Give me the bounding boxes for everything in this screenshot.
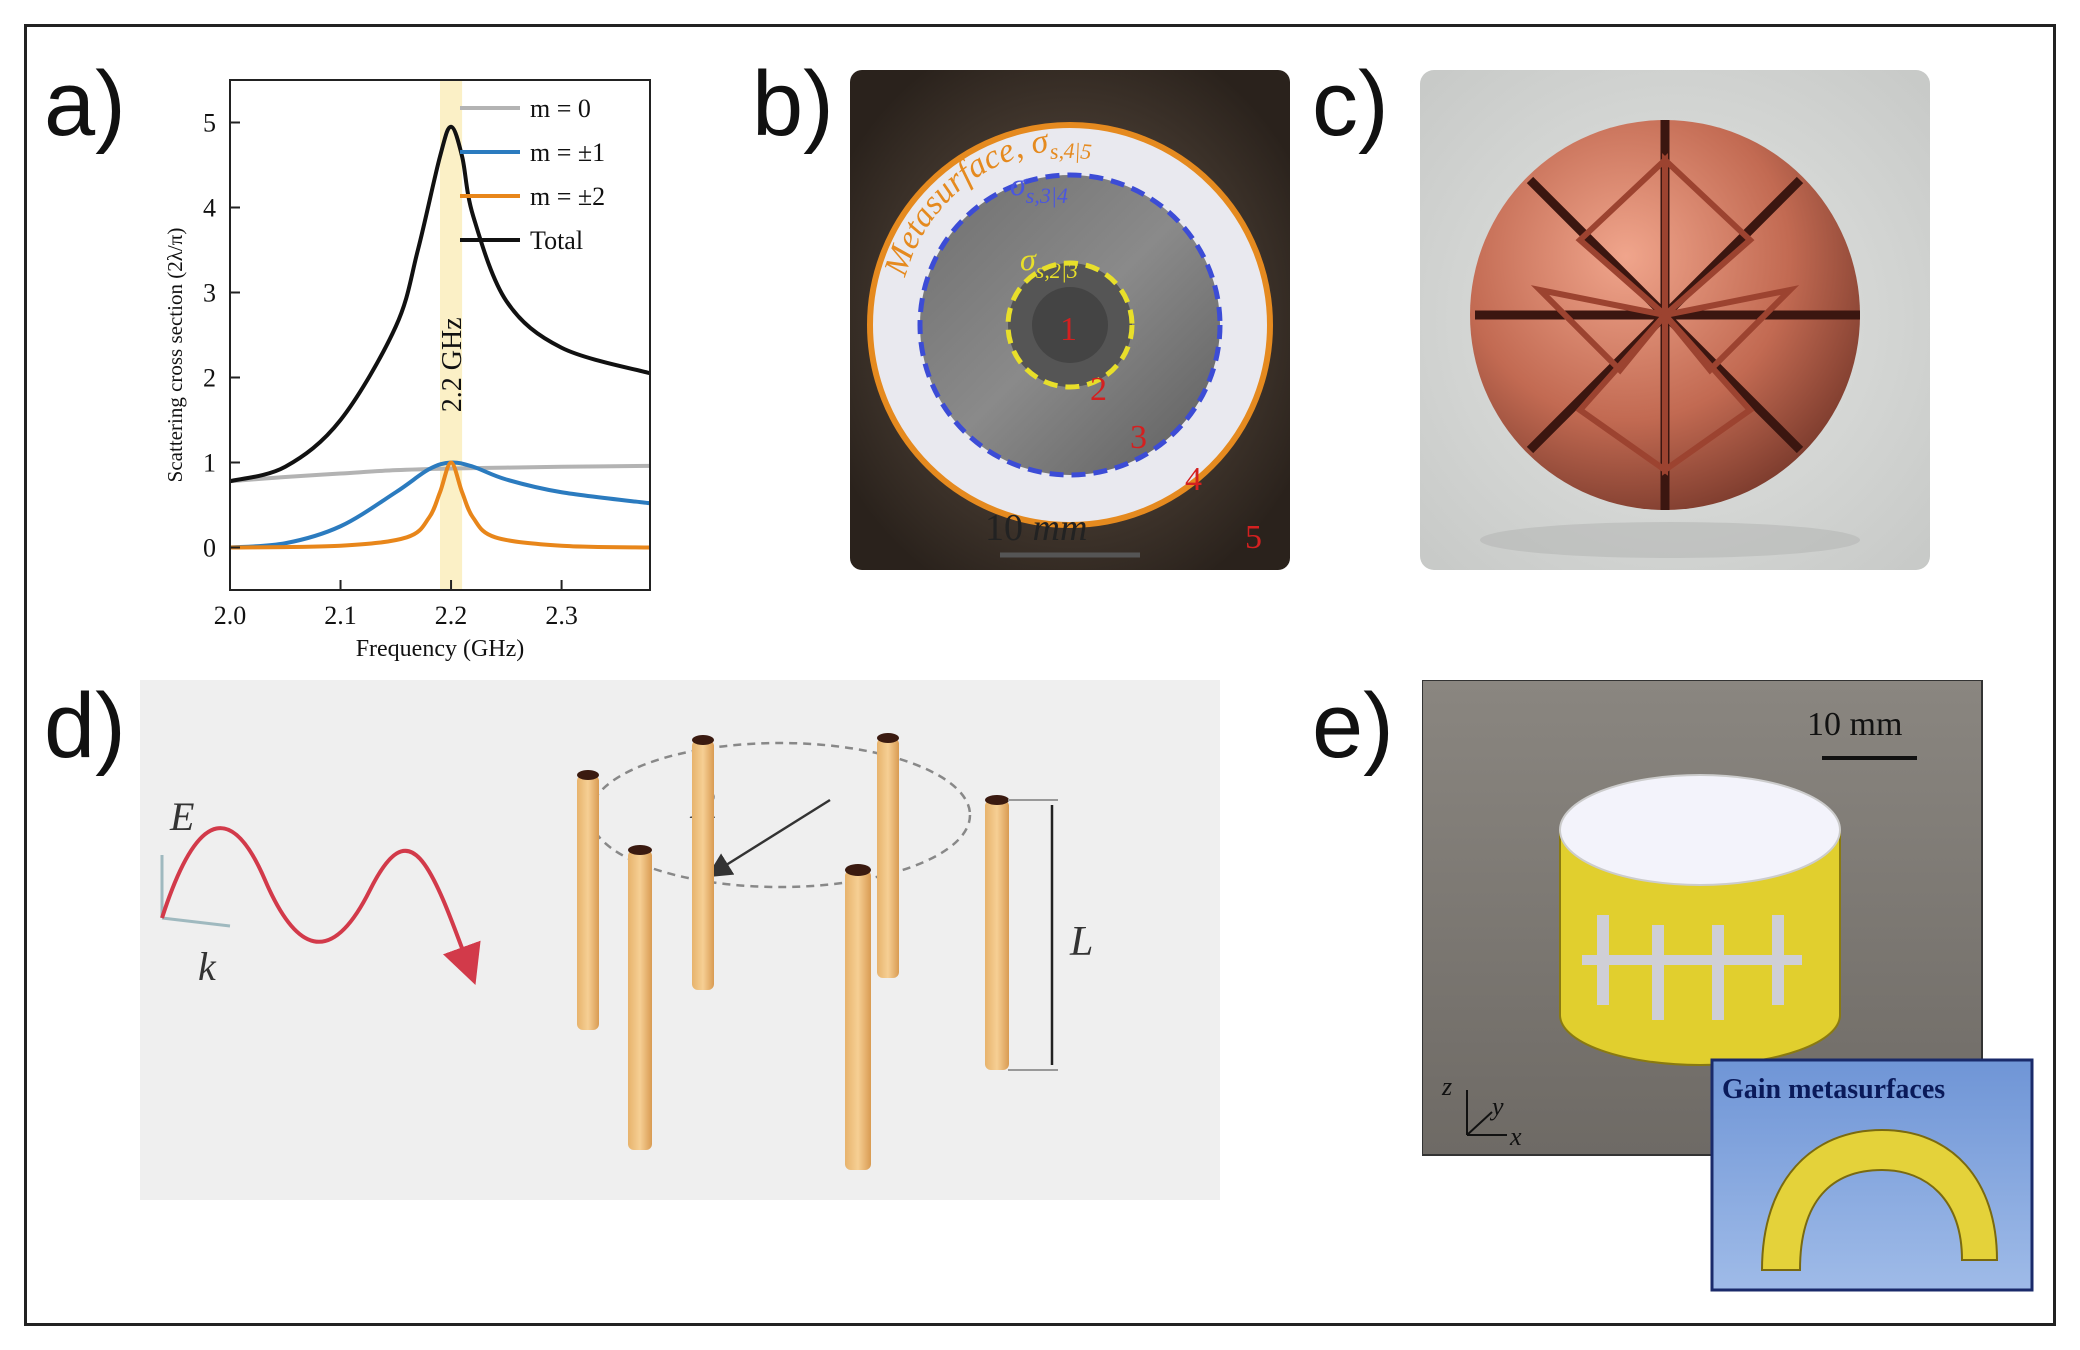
inset-flexible-sheet — [1760, 1128, 1999, 1271]
panel-label-a: a) — [44, 53, 126, 155]
scattering-chart: 2.0 2.1 2.2 2.3 0 1 2 3 4 5 2.2 GHz Frequency (G… — [163, 79, 651, 662]
coordinate-axes — [1466, 1090, 1507, 1136]
series-line-2 — [229, 460, 651, 550]
panel-label-d: d) — [44, 675, 126, 777]
wave-arrow — [160, 826, 481, 986]
y-tick-label: 2 — [203, 364, 216, 393]
x-tick-label: 2.3 — [545, 601, 578, 630]
k-vector-label: k — [198, 944, 217, 989]
x-axis-label: Frequency (GHz) — [356, 636, 525, 662]
x-tick-label: 2.0 — [214, 601, 247, 630]
series-line-3 — [229, 124, 651, 484]
region-number-5: 5 — [1245, 519, 1262, 556]
series-line-1 — [229, 460, 651, 550]
y-tick-label: 5 — [203, 109, 216, 138]
plot-frame — [229, 79, 651, 591]
legend: m = 0 m = ±1 m = ±2 Total — [460, 94, 605, 255]
metasurface-pattern — [1582, 915, 1802, 1020]
region-number-2: 2 — [1090, 371, 1107, 408]
y-tick-label: 1 — [203, 449, 216, 478]
rods — [577, 733, 1009, 1170]
cylinder-top — [1559, 774, 1841, 886]
legend-label: m = ±1 — [530, 138, 605, 167]
x-ticks: 2.0 2.1 2.2 2.3 — [214, 580, 578, 630]
diagram-d-background — [140, 680, 1220, 1200]
region-number-3: 3 — [1130, 419, 1147, 456]
panel-label-e: e) — [1312, 675, 1394, 777]
length-label: L — [1069, 919, 1093, 965]
axis-z-label: z — [1441, 1072, 1452, 1101]
e-field-label: E — [169, 794, 194, 839]
k-axis — [161, 916, 231, 928]
ring-ellipse — [588, 741, 972, 889]
scale-label-e: 10 mm — [1807, 706, 1902, 743]
y-tick-label: 4 — [203, 194, 216, 223]
series-layer — [229, 124, 651, 550]
diagram-d: E k R L — [140, 680, 1220, 1200]
x-tick-label: 2.1 — [324, 601, 357, 630]
ring-mid-label: σs,3|4 — [1010, 166, 1068, 208]
legend-label: m = 0 — [530, 94, 591, 123]
photo-b: Metasurface, σs,4|5 σs,3|4 σs,2|3 1 2 3 … — [850, 70, 1290, 570]
core — [1032, 287, 1108, 363]
sphere-shadow — [1480, 522, 1860, 558]
region-number-4: 4 — [1185, 461, 1202, 498]
scale-label-b: 10 mm — [985, 507, 1087, 549]
photo-c — [1420, 70, 1930, 570]
panel-label-c: c) — [1312, 53, 1389, 155]
legend-label: Total — [530, 226, 583, 255]
inset-title: Gain metasurfaces — [1722, 1074, 1945, 1105]
cylinder-body — [1559, 829, 1841, 1066]
y-ticks: 0 1 2 3 4 5 — [203, 109, 240, 563]
photo-e: 10 mm z y x Gain metasurfaces — [1422, 680, 2034, 1292]
band-annotation: 2.2 GHz — [437, 317, 468, 412]
y-tick-label: 0 — [203, 534, 216, 563]
axis-x-label: x — [1509, 1122, 1522, 1151]
axis-y-label: y — [1489, 1092, 1504, 1121]
radius-arrow — [706, 798, 831, 878]
ring-inner-label: σs,2|3 — [1020, 241, 1078, 283]
panel-label-b: b) — [752, 53, 834, 155]
y-tick-label: 3 — [203, 279, 216, 308]
x-tick-label: 2.2 — [435, 601, 468, 630]
y-axis-label: Scattering cross section (2λ/π) — [163, 228, 187, 483]
region-number-1: 1 — [1060, 311, 1077, 348]
sphere-traces — [1530, 153, 1800, 476]
legend-label: m = ±2 — [530, 182, 605, 211]
